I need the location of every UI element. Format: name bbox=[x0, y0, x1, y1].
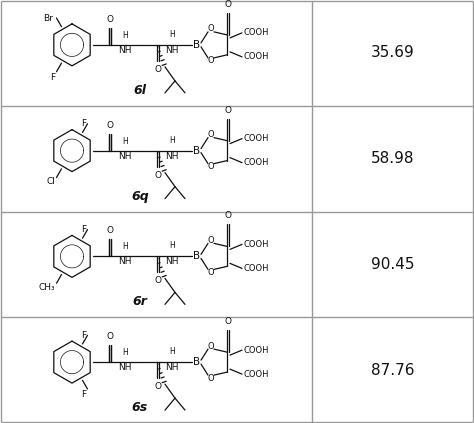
Text: CH₃: CH₃ bbox=[39, 283, 55, 292]
Text: H: H bbox=[169, 242, 175, 250]
Text: O: O bbox=[208, 162, 214, 171]
Text: 35.69: 35.69 bbox=[371, 45, 415, 60]
Text: O: O bbox=[208, 25, 214, 33]
Text: F: F bbox=[82, 119, 86, 128]
Text: COOH: COOH bbox=[244, 264, 270, 273]
Text: O: O bbox=[107, 332, 113, 341]
Text: NH: NH bbox=[118, 46, 132, 55]
Text: NH: NH bbox=[165, 151, 179, 161]
Text: F: F bbox=[50, 73, 55, 82]
Text: B: B bbox=[193, 357, 201, 367]
Text: 6l: 6l bbox=[134, 84, 146, 97]
Text: COOH: COOH bbox=[244, 240, 270, 249]
Text: O: O bbox=[208, 56, 214, 66]
Text: O: O bbox=[225, 0, 231, 9]
Text: O: O bbox=[107, 121, 113, 129]
Text: H: H bbox=[122, 348, 128, 357]
Text: 87.76: 87.76 bbox=[371, 363, 415, 378]
Text: NH: NH bbox=[118, 151, 132, 161]
Text: 6r: 6r bbox=[133, 295, 147, 308]
Text: H: H bbox=[122, 242, 128, 251]
Text: 58.98: 58.98 bbox=[371, 151, 415, 166]
Text: H: H bbox=[122, 31, 128, 40]
Text: 6q: 6q bbox=[131, 190, 149, 203]
Text: NH: NH bbox=[165, 46, 179, 55]
Text: O: O bbox=[208, 342, 214, 351]
Text: NH: NH bbox=[165, 257, 179, 266]
Text: B: B bbox=[193, 251, 201, 261]
Text: B: B bbox=[193, 40, 201, 50]
Text: F: F bbox=[82, 225, 86, 234]
Text: O: O bbox=[208, 130, 214, 139]
Text: COOH: COOH bbox=[244, 52, 270, 61]
Text: NH: NH bbox=[118, 257, 132, 266]
Text: O: O bbox=[208, 268, 214, 277]
Text: NH: NH bbox=[165, 363, 179, 372]
Text: O: O bbox=[208, 236, 214, 245]
Text: COOH: COOH bbox=[244, 370, 270, 379]
Text: O: O bbox=[225, 106, 231, 115]
Text: H: H bbox=[169, 347, 175, 356]
Text: H: H bbox=[169, 30, 175, 39]
Text: 90.45: 90.45 bbox=[371, 257, 415, 272]
Text: COOH: COOH bbox=[244, 158, 270, 167]
Text: O: O bbox=[107, 15, 113, 24]
Text: 6s: 6s bbox=[132, 401, 148, 414]
Text: O: O bbox=[155, 65, 162, 74]
Text: Br: Br bbox=[43, 14, 53, 22]
Text: NH: NH bbox=[118, 363, 132, 372]
Text: COOH: COOH bbox=[244, 134, 270, 143]
Text: Cl: Cl bbox=[46, 178, 55, 187]
Text: O: O bbox=[107, 226, 113, 235]
Text: F: F bbox=[82, 331, 86, 340]
Text: O: O bbox=[155, 276, 162, 286]
Text: O: O bbox=[225, 212, 231, 220]
Text: F: F bbox=[82, 390, 86, 399]
Text: H: H bbox=[169, 136, 175, 145]
Text: H: H bbox=[122, 137, 128, 146]
Text: O: O bbox=[155, 382, 162, 391]
Text: B: B bbox=[193, 146, 201, 156]
Text: COOH: COOH bbox=[244, 346, 270, 354]
Text: O: O bbox=[225, 317, 231, 326]
Text: O: O bbox=[208, 374, 214, 383]
Text: COOH: COOH bbox=[244, 28, 270, 37]
Text: O: O bbox=[155, 170, 162, 180]
